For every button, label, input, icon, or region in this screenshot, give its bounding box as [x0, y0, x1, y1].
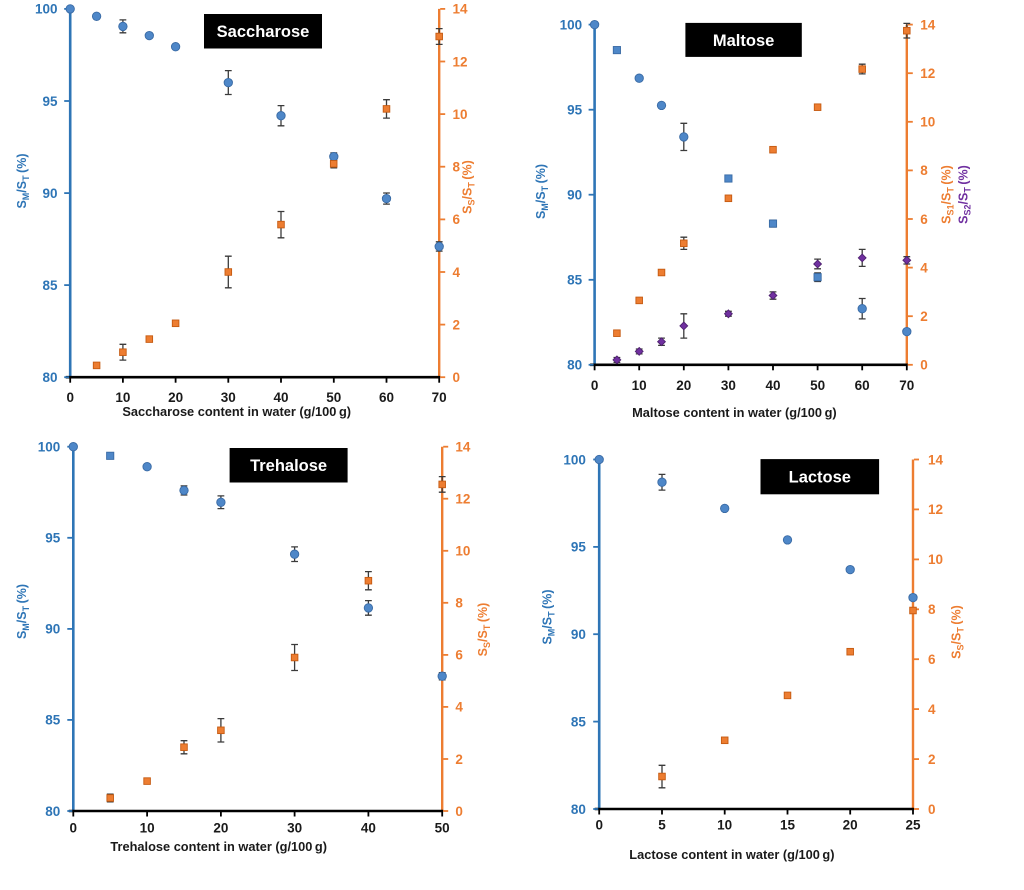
- svg-text:20: 20: [168, 390, 183, 405]
- svg-text:90: 90: [567, 188, 582, 203]
- svg-text:100: 100: [35, 2, 58, 17]
- svg-text:85: 85: [567, 273, 583, 288]
- svg-text:SM/ST (%): SM/ST (%): [15, 153, 31, 208]
- svg-text:95: 95: [571, 540, 587, 555]
- svg-text:10: 10: [717, 817, 732, 832]
- svg-text:20: 20: [843, 817, 858, 832]
- svg-text:6: 6: [453, 212, 461, 227]
- svg-text:85: 85: [571, 714, 587, 729]
- svg-text:Saccharose: Saccharose: [217, 23, 310, 41]
- svg-text:SS/ST (%): SS/ST (%): [476, 603, 492, 657]
- svg-text:0: 0: [66, 390, 74, 405]
- svg-text:4: 4: [453, 265, 461, 280]
- svg-text:12: 12: [920, 66, 935, 81]
- svg-text:12: 12: [455, 492, 470, 507]
- svg-text:Trehalose: Trehalose: [250, 457, 327, 475]
- svg-text:10: 10: [453, 107, 468, 122]
- svg-text:Maltose: Maltose: [713, 32, 774, 50]
- svg-text:100: 100: [38, 440, 61, 455]
- svg-text:50: 50: [810, 378, 825, 393]
- svg-text:50: 50: [326, 390, 341, 405]
- svg-text:2: 2: [920, 309, 928, 324]
- svg-text:25: 25: [905, 817, 921, 832]
- svg-text:2: 2: [928, 752, 936, 767]
- svg-text:90: 90: [42, 186, 57, 201]
- svg-text:30: 30: [287, 820, 302, 835]
- svg-text:14: 14: [928, 452, 944, 467]
- svg-text:12: 12: [453, 54, 468, 69]
- svg-text:0: 0: [595, 817, 603, 832]
- svg-text:6: 6: [455, 648, 463, 663]
- svg-text:4: 4: [920, 260, 928, 275]
- svg-text:8: 8: [453, 160, 461, 175]
- svg-text:SM/ST (%): SM/ST (%): [15, 584, 31, 639]
- svg-text:0: 0: [455, 804, 463, 819]
- svg-text:12: 12: [928, 502, 943, 517]
- svg-text:Lactose: Lactose: [789, 469, 851, 487]
- svg-text:40: 40: [361, 820, 376, 835]
- svg-text:Trehalose content in water (g/: Trehalose content in water (g/100 g): [110, 839, 327, 854]
- svg-text:14: 14: [455, 440, 471, 455]
- svg-text:60: 60: [855, 378, 870, 393]
- svg-text:95: 95: [42, 94, 58, 109]
- svg-text:80: 80: [42, 370, 57, 385]
- svg-text:95: 95: [45, 531, 61, 546]
- svg-text:0: 0: [928, 802, 936, 817]
- svg-text:SS1/ST (%): SS1/ST (%): [940, 165, 956, 224]
- svg-text:SS/ST (%): SS/ST (%): [461, 160, 477, 214]
- svg-text:6: 6: [928, 652, 936, 667]
- svg-text:85: 85: [42, 278, 58, 293]
- svg-text:80: 80: [45, 804, 60, 819]
- svg-text:100: 100: [563, 452, 586, 467]
- svg-text:90: 90: [45, 622, 60, 637]
- svg-text:14: 14: [453, 2, 469, 17]
- svg-text:8: 8: [455, 596, 463, 611]
- svg-text:30: 30: [721, 378, 736, 393]
- svg-text:60: 60: [379, 390, 394, 405]
- svg-text:90: 90: [571, 627, 586, 642]
- svg-text:10: 10: [928, 552, 943, 567]
- svg-text:85: 85: [45, 713, 61, 728]
- svg-text:10: 10: [115, 390, 130, 405]
- svg-text:10: 10: [920, 115, 935, 130]
- svg-text:SS/ST (%): SS/ST (%): [950, 605, 966, 659]
- svg-text:SM/ST (%): SM/ST (%): [534, 164, 550, 219]
- svg-text:SS2/ST (%): SS2/ST (%): [957, 165, 973, 224]
- svg-text:14: 14: [920, 17, 936, 32]
- svg-text:40: 40: [273, 390, 288, 405]
- svg-text:50: 50: [435, 820, 450, 835]
- svg-text:8: 8: [920, 163, 928, 178]
- svg-text:SM/ST (%): SM/ST (%): [540, 589, 556, 644]
- svg-text:40: 40: [765, 378, 780, 393]
- svg-text:30: 30: [221, 390, 236, 405]
- svg-text:6: 6: [920, 212, 928, 227]
- svg-text:0: 0: [920, 358, 928, 373]
- svg-text:Lactose content in water (g/10: Lactose content in water (g/100 g): [629, 847, 834, 862]
- svg-text:Saccharose content in water (g: Saccharose content in water (g/100 g): [122, 404, 351, 419]
- svg-text:0: 0: [70, 820, 78, 835]
- svg-text:20: 20: [676, 378, 691, 393]
- svg-text:2: 2: [455, 752, 463, 767]
- svg-text:70: 70: [899, 378, 914, 393]
- svg-text:10: 10: [140, 820, 155, 835]
- svg-text:8: 8: [928, 602, 936, 617]
- svg-text:0: 0: [453, 370, 461, 385]
- svg-text:Maltose content in water (g/10: Maltose content in water (g/100 g): [632, 405, 837, 420]
- svg-text:80: 80: [571, 802, 586, 817]
- svg-text:80: 80: [567, 358, 582, 373]
- svg-text:15: 15: [780, 817, 796, 832]
- svg-text:10: 10: [455, 544, 470, 559]
- svg-text:2: 2: [453, 317, 461, 332]
- svg-text:4: 4: [928, 702, 936, 717]
- svg-text:100: 100: [560, 17, 583, 32]
- svg-text:4: 4: [455, 700, 463, 715]
- svg-text:5: 5: [658, 817, 666, 832]
- svg-text:95: 95: [567, 103, 583, 118]
- svg-text:0: 0: [591, 378, 599, 393]
- svg-text:70: 70: [432, 390, 447, 405]
- svg-text:10: 10: [632, 378, 647, 393]
- svg-text:20: 20: [213, 820, 228, 835]
